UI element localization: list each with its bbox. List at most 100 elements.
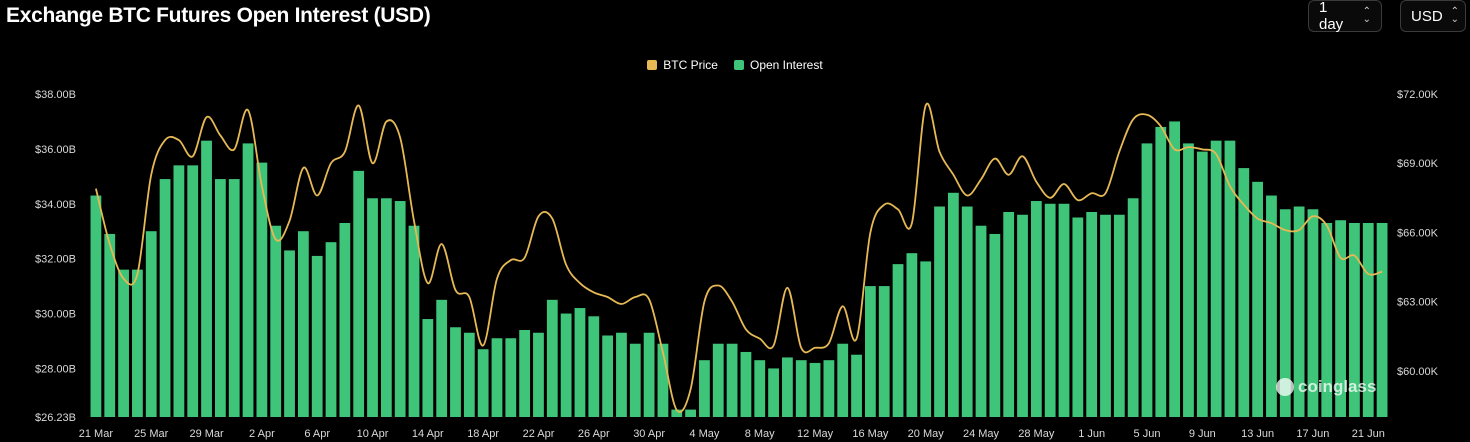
open-interest-bar [242, 143, 254, 417]
up-down-chevron-icon: ⌃ ⌄ [1362, 6, 1371, 25]
open-interest-bar [1017, 214, 1028, 417]
open-interest-bar [104, 233, 116, 417]
open-interest-bar [1252, 181, 1264, 417]
x-tick-label: 18 Apr [467, 428, 499, 440]
open-interest-bar [602, 335, 614, 417]
legend-swatch-open-interest [733, 60, 744, 70]
open-interest-bar [505, 338, 517, 417]
open-interest-bar [1058, 203, 1070, 417]
x-tick-label: 13 Jun [1241, 428, 1274, 440]
legend-label-open-interest: Open Interest [749, 58, 823, 72]
open-interest-bar [159, 179, 171, 417]
x-tick-label: 4 May [689, 428, 719, 440]
open-interest-bar [754, 360, 766, 417]
open-interest-bar [616, 332, 627, 417]
x-tick-label: 30 Apr [633, 428, 665, 440]
open-interest-bar [187, 165, 199, 417]
y-right-tick-label: $69.00K [1397, 158, 1439, 170]
legend-item-open-interest[interactable]: Open Interest [733, 58, 823, 72]
y-left-tick-label: $34.00B [35, 199, 76, 211]
open-interest-bar [436, 299, 448, 417]
open-interest-bar [1210, 140, 1222, 417]
time-range-value: 1 day [1319, 0, 1344, 33]
x-tick-label: 1 Jun [1078, 428, 1105, 440]
x-tick-label: 8 May [745, 428, 775, 440]
x-tick-label: 10 Apr [357, 428, 389, 440]
chart-title: Exchange BTC Futures Open Interest (USD) [6, 4, 431, 27]
x-tick-label: 6 Apr [304, 428, 330, 440]
open-interest-bar [560, 313, 572, 417]
open-interest-bar [214, 179, 226, 417]
open-interest-bar [353, 170, 365, 417]
open-interest-bar [920, 261, 932, 417]
x-tick-label: 28 May [1018, 428, 1055, 440]
x-tick-label: 25 Mar [134, 428, 169, 440]
y-left-tick-label: $32.00B [35, 254, 76, 266]
open-interest-bar [1044, 203, 1056, 417]
open-interest-bar [809, 362, 821, 417]
open-interest-bar [906, 253, 918, 417]
time-range-select[interactable]: 1 day ⌃ ⌄ [1308, 0, 1382, 33]
open-interest-bar [132, 269, 143, 417]
x-tick-label: 12 May [797, 428, 834, 440]
open-interest-bar [201, 140, 212, 417]
x-tick-label: 14 Apr [412, 428, 444, 440]
open-interest-bar [1003, 212, 1015, 417]
open-interest-bar [533, 332, 544, 417]
chart-legend: BTC Price Open Interest [0, 58, 1470, 72]
open-interest-bar [477, 349, 489, 417]
y-left-tick-label: $36.00B [35, 144, 76, 156]
open-interest-bar [1155, 126, 1167, 418]
open-interest-bar [422, 319, 434, 417]
open-interest-bar [1086, 212, 1098, 417]
y-right-tick-label: $60.00K [1397, 366, 1439, 378]
x-tick-label: 29 Mar [189, 428, 224, 440]
x-tick-label: 20 May [908, 428, 945, 440]
open-interest-bar [878, 286, 890, 417]
open-interest-bar [394, 201, 406, 417]
y-left-tick-label: $26.23B [35, 412, 76, 424]
open-interest-bar [270, 225, 282, 417]
open-interest-bar [1183, 143, 1194, 417]
open-interest-bar [768, 368, 779, 417]
y-left-tick-label: $30.00B [35, 309, 76, 321]
open-interest-bar [837, 343, 849, 417]
y-left-tick-label: $38.00B [35, 89, 76, 101]
open-interest-bar [657, 343, 669, 417]
open-interest-bar [1030, 201, 1042, 417]
legend-item-btc-price[interactable]: BTC Price [647, 58, 718, 72]
open-interest-bar [1072, 217, 1084, 417]
open-interest-bar [1279, 209, 1291, 417]
open-interest-bar [1238, 168, 1250, 417]
open-interest-bar [256, 162, 268, 417]
open-interest-bar [118, 269, 129, 417]
x-tick-label: 17 Jun [1296, 428, 1329, 440]
open-interest-bar [823, 360, 835, 417]
currency-select[interactable]: USD ⌃ ⌄ [1400, 0, 1466, 32]
open-interest-bar [1141, 143, 1153, 417]
open-interest-bar [643, 332, 655, 417]
open-interest-bar [1362, 222, 1374, 417]
x-tick-label: 9 Jun [1189, 428, 1216, 440]
open-interest-bar [699, 360, 710, 417]
open-interest-bar [1321, 222, 1333, 417]
open-interest-bar [297, 231, 309, 417]
open-interest-bar [90, 195, 102, 417]
y-left-tick-label: $28.00B [35, 363, 76, 375]
open-interest-bar [1293, 206, 1305, 417]
open-interest-bar [712, 343, 724, 417]
x-tick-label: 22 Apr [523, 428, 555, 440]
coinglass-watermark: coinglass [1276, 377, 1376, 397]
x-tick-label: 21 Jun [1352, 428, 1385, 440]
open-interest-bar [989, 233, 1001, 417]
open-interest-bar [574, 308, 586, 417]
open-interest-bar [1349, 222, 1360, 417]
open-interest-bar [892, 264, 904, 417]
open-interest-bar [1376, 222, 1388, 417]
open-interest-bar [975, 225, 987, 417]
x-tick-label: 26 Apr [578, 428, 610, 440]
open-interest-bar [629, 343, 641, 417]
legend-swatch-btc-price [647, 60, 658, 70]
legend-label-btc-price: BTC Price [663, 58, 718, 72]
open-interest-bar [671, 409, 683, 417]
